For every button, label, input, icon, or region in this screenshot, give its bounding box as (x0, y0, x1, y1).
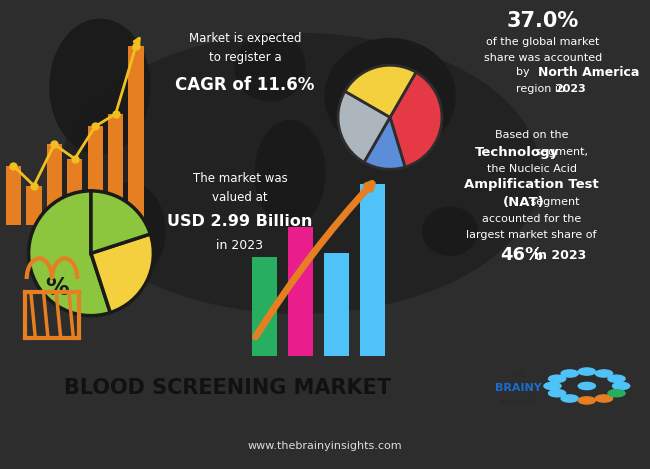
Circle shape (549, 390, 566, 397)
Text: USD 2.99 Billion: USD 2.99 Billion (167, 214, 313, 229)
Wedge shape (364, 117, 405, 169)
Text: of the global market: of the global market (486, 38, 599, 47)
Text: to register a: to register a (209, 51, 281, 64)
Text: 37.0%: 37.0% (506, 11, 579, 31)
Ellipse shape (95, 183, 165, 280)
Circle shape (578, 382, 595, 390)
Bar (6, 166, 21, 225)
Circle shape (595, 370, 612, 377)
Text: in 2023: in 2023 (534, 249, 586, 262)
Bar (324, 253, 349, 356)
Circle shape (578, 368, 595, 375)
Text: (NAT): (NAT) (503, 196, 545, 209)
Bar (47, 144, 62, 225)
Ellipse shape (325, 38, 455, 154)
Text: 46%: 46% (500, 246, 543, 265)
Text: Based on the: Based on the (495, 130, 569, 140)
Text: the Nucleic Acid: the Nucleic Acid (487, 164, 577, 174)
Text: The market was: The market was (192, 172, 287, 185)
Wedge shape (390, 72, 442, 167)
Bar (67, 159, 83, 225)
Text: segment,: segment, (532, 147, 588, 157)
Text: www.thebrainyinsights.com: www.thebrainyinsights.com (248, 440, 402, 451)
Text: valued at: valued at (212, 191, 268, 204)
Circle shape (608, 375, 625, 382)
Text: BRAINY: BRAINY (495, 383, 541, 393)
Wedge shape (345, 65, 416, 117)
Bar (129, 45, 144, 225)
Bar (88, 127, 103, 225)
Text: Technology: Technology (474, 146, 559, 159)
Text: THE: THE (510, 371, 526, 379)
Ellipse shape (60, 34, 540, 313)
Circle shape (549, 375, 566, 382)
Text: CAGR of 11.6%: CAGR of 11.6% (176, 76, 315, 94)
Circle shape (561, 370, 579, 377)
Circle shape (595, 395, 612, 402)
Wedge shape (91, 191, 150, 253)
Text: segment: segment (527, 197, 580, 207)
Ellipse shape (50, 19, 150, 154)
Text: accounted for the: accounted for the (482, 214, 581, 224)
Text: Market is expected: Market is expected (188, 32, 301, 45)
Ellipse shape (235, 34, 305, 101)
Text: region in: region in (517, 83, 569, 94)
Text: North America: North America (538, 66, 639, 79)
Ellipse shape (255, 121, 325, 227)
Wedge shape (29, 191, 110, 316)
Bar (26, 186, 42, 225)
Text: largest market share of: largest market share of (467, 230, 597, 240)
Text: by: by (515, 67, 533, 77)
Text: Amplification Test: Amplification Test (464, 179, 599, 191)
Bar (288, 227, 313, 356)
Bar (359, 184, 385, 356)
Circle shape (544, 382, 561, 390)
Wedge shape (338, 91, 390, 162)
Circle shape (608, 390, 625, 397)
Circle shape (612, 382, 630, 390)
Text: in 2023: in 2023 (216, 239, 263, 252)
Text: share was accounted: share was accounted (484, 53, 602, 63)
Circle shape (578, 397, 595, 404)
Text: INSIGHTS: INSIGHTS (499, 400, 537, 405)
Wedge shape (91, 234, 153, 313)
Text: %: % (45, 276, 68, 300)
Text: BLOOD SCREENING MARKET: BLOOD SCREENING MARKET (64, 378, 391, 398)
Ellipse shape (422, 207, 478, 255)
Text: 2023: 2023 (555, 83, 586, 94)
Bar (252, 257, 278, 356)
Circle shape (561, 395, 579, 402)
Bar (108, 114, 124, 225)
